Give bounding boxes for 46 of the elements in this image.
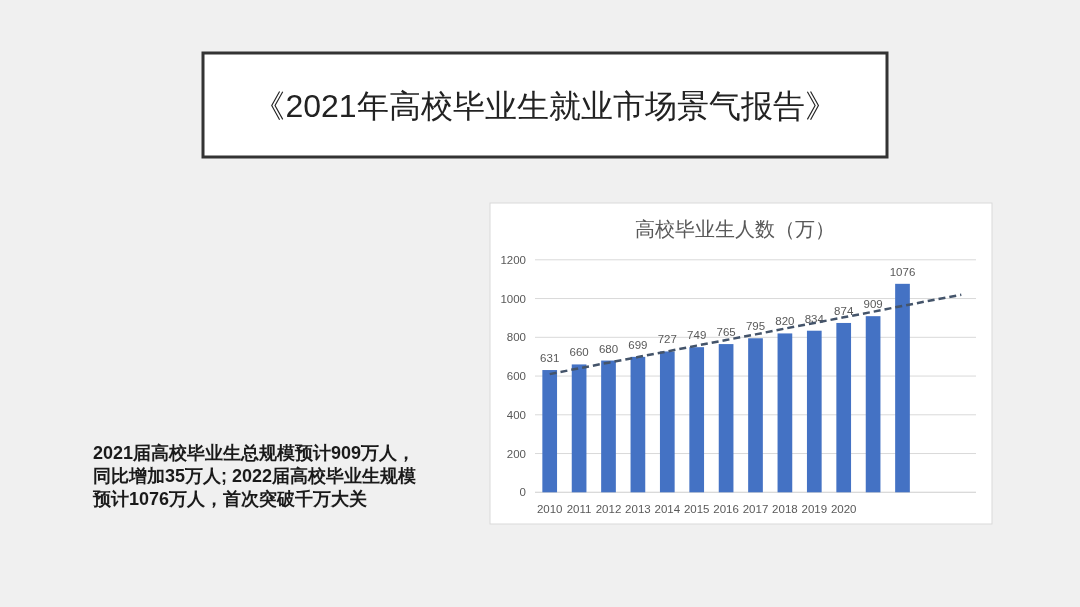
data-label: 680 [598, 342, 619, 355]
y-tick-label: 1200 [500, 253, 526, 266]
y-tick-label: 400 [506, 408, 526, 421]
y-tick-label: 800 [506, 331, 526, 344]
x-tick-label: 2013 [625, 503, 651, 515]
bar [689, 347, 705, 493]
data-label: 749 [687, 329, 707, 342]
x-tick-label: 2010 [536, 503, 563, 515]
x-tick-label: 2018 [772, 503, 798, 515]
x-tick-label: 2014 [654, 503, 681, 515]
bar [542, 370, 558, 493]
x-tick-label: 2012 [595, 503, 622, 515]
bar [836, 322, 852, 493]
y-tick-label: 600 [506, 370, 526, 383]
x-tick-label: 2020 [830, 503, 857, 515]
data-label: 765 [716, 326, 736, 339]
data-label: 795 [745, 320, 766, 333]
bar [718, 344, 734, 493]
text: 2021届高校毕业生总规模预计909万人，同比增加35万人; 2022届高校毕业生规模预计1076万人，首次突破千万大关 [92, 443, 417, 509]
bar [865, 316, 881, 493]
bar [571, 364, 587, 493]
text: 《2021年高校毕业生就业市场景气报告》 [253, 88, 837, 124]
y-tick-label: 1000 [500, 292, 526, 305]
data-label: 631 [540, 352, 560, 365]
bar [895, 283, 910, 493]
bar [659, 351, 675, 493]
bar [777, 333, 793, 493]
bar [748, 338, 763, 493]
data-label: 820 [775, 315, 795, 328]
y-tick-label: 200 [506, 447, 526, 460]
bar [630, 356, 646, 493]
bar [601, 360, 616, 493]
chart-title: 高校毕业生人数（万） [635, 218, 835, 240]
data-label: 874 [834, 304, 854, 317]
x-tick-label: 2017 [742, 503, 769, 515]
x-tick-label: 2011 [566, 503, 592, 515]
data-label: 699 [628, 338, 648, 351]
data-label: 1076 [889, 265, 916, 278]
x-tick-label: 2016 [713, 503, 739, 515]
x-tick-label: 2015 [683, 503, 710, 515]
bar [806, 330, 822, 493]
x-tick-label: 2019 [801, 503, 828, 515]
data-label: 909 [863, 298, 883, 311]
data-label: 727 [657, 333, 677, 346]
y-tick-label: 0 [519, 486, 526, 499]
data-label: 660 [569, 346, 589, 359]
